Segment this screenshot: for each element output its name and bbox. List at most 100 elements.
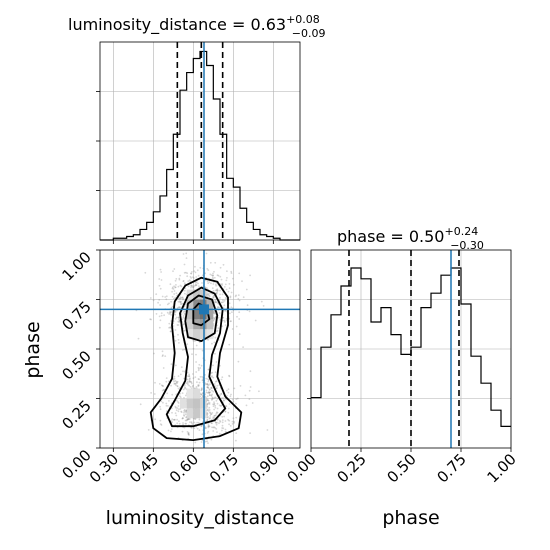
scatter-point <box>185 252 188 255</box>
scatter-point <box>192 286 195 288</box>
joint-y-ticks: 0.000.250.500.751.00 <box>58 248 100 482</box>
scatter-point <box>183 313 186 315</box>
scatter-point <box>154 381 156 384</box>
scatter-point <box>178 408 180 411</box>
scatter-point <box>230 320 232 322</box>
scatter-point <box>187 433 190 435</box>
scatter-point <box>192 384 194 387</box>
scatter-point <box>181 430 184 433</box>
scatter-point <box>198 285 200 287</box>
scatter-point <box>177 320 180 323</box>
scatter-point <box>207 425 210 428</box>
scatter-point <box>165 404 168 407</box>
scatter-point <box>206 292 209 294</box>
scatter-point <box>208 406 211 409</box>
scatter-point <box>217 316 220 319</box>
scatter-point <box>220 397 223 400</box>
scatter-point <box>214 404 217 407</box>
scatter-point <box>211 276 214 279</box>
scatter-point <box>193 427 196 430</box>
scatter-point <box>180 313 183 315</box>
scatter-point <box>193 270 196 272</box>
scatter-point <box>199 367 202 369</box>
scatter-point <box>218 312 221 314</box>
scatter-point <box>200 388 203 390</box>
x-tick-label: 0.90 <box>246 450 282 486</box>
scatter-point <box>182 280 185 282</box>
scatter-point <box>195 371 198 373</box>
scatter-point <box>212 290 215 292</box>
scatter-point <box>147 429 150 431</box>
scatter-point <box>216 274 219 277</box>
scatter-point <box>222 316 225 319</box>
scatter-point <box>206 419 209 421</box>
scatter-point <box>245 404 248 407</box>
scatter-point <box>219 297 221 299</box>
scatter-point <box>235 325 238 328</box>
scatter-point <box>201 379 204 382</box>
scatter-point <box>221 376 224 379</box>
scatter-point <box>213 301 216 304</box>
scatter-point <box>149 318 152 321</box>
phase-hist-quantiles <box>348 250 460 448</box>
scatter-point <box>227 388 230 391</box>
scatter-point <box>173 418 175 421</box>
scatter-point <box>195 276 198 278</box>
scatter-point <box>190 381 193 384</box>
scatter-point <box>213 276 216 279</box>
scatter-point <box>190 286 192 289</box>
scatter-point <box>196 381 198 384</box>
scatter-point <box>205 427 207 429</box>
scatter-point <box>188 434 190 436</box>
scatter-point <box>224 310 227 312</box>
scatter-point <box>207 399 209 401</box>
scatter-point <box>195 361 198 363</box>
scatter-point <box>221 427 224 429</box>
scatter-point <box>215 289 218 292</box>
scatter-point <box>158 278 161 280</box>
scatter-point <box>212 416 215 418</box>
ld-hist-title: luminosity_distance = 0.63+0.08 −0.09 <box>68 13 326 40</box>
scatter-point <box>217 306 219 309</box>
scatter-point <box>254 319 257 322</box>
scatter-point <box>192 373 194 375</box>
scatter-point <box>182 370 184 373</box>
scatter-point <box>224 410 227 413</box>
scatter-point <box>211 389 213 392</box>
scatter-point <box>222 301 225 303</box>
scatter-point <box>258 390 260 393</box>
scatter-point <box>212 426 215 429</box>
scatter-point <box>177 316 180 319</box>
scatter-point <box>214 352 216 355</box>
phase-x-axis-label: phase <box>382 507 439 529</box>
scatter-point <box>223 415 226 418</box>
scatter-point <box>199 375 202 378</box>
scatter-point <box>182 253 185 255</box>
scatter-point <box>175 409 178 412</box>
scatter-point <box>188 373 191 376</box>
scatter-point <box>206 386 209 389</box>
scatter-point <box>176 324 179 326</box>
scatter-point <box>177 300 180 303</box>
scatter-point <box>216 289 219 292</box>
scatter-point <box>192 347 195 350</box>
scatter-point <box>210 386 213 389</box>
phase-hist-ticks: 0.00 0.25 0.50 0.75 1.00 <box>283 299 520 486</box>
scatter-point <box>162 354 164 356</box>
scatter-point <box>197 384 200 387</box>
density-cell <box>193 388 200 399</box>
scatter-point <box>195 281 198 283</box>
phase-title-lower-error: −0.30 <box>450 239 484 252</box>
scatter-point <box>158 315 161 318</box>
scatter-point <box>161 350 164 353</box>
scatter-point <box>188 378 191 381</box>
ld-title-lower-error: −0.09 <box>292 27 326 40</box>
scatter-point <box>216 329 219 332</box>
joint-y-axis-label: phase <box>22 321 44 378</box>
scatter-point <box>204 286 207 289</box>
scatter-point <box>221 429 223 432</box>
scatter-point <box>164 355 167 357</box>
scatter-point <box>216 411 219 414</box>
scatter-point <box>185 257 188 259</box>
